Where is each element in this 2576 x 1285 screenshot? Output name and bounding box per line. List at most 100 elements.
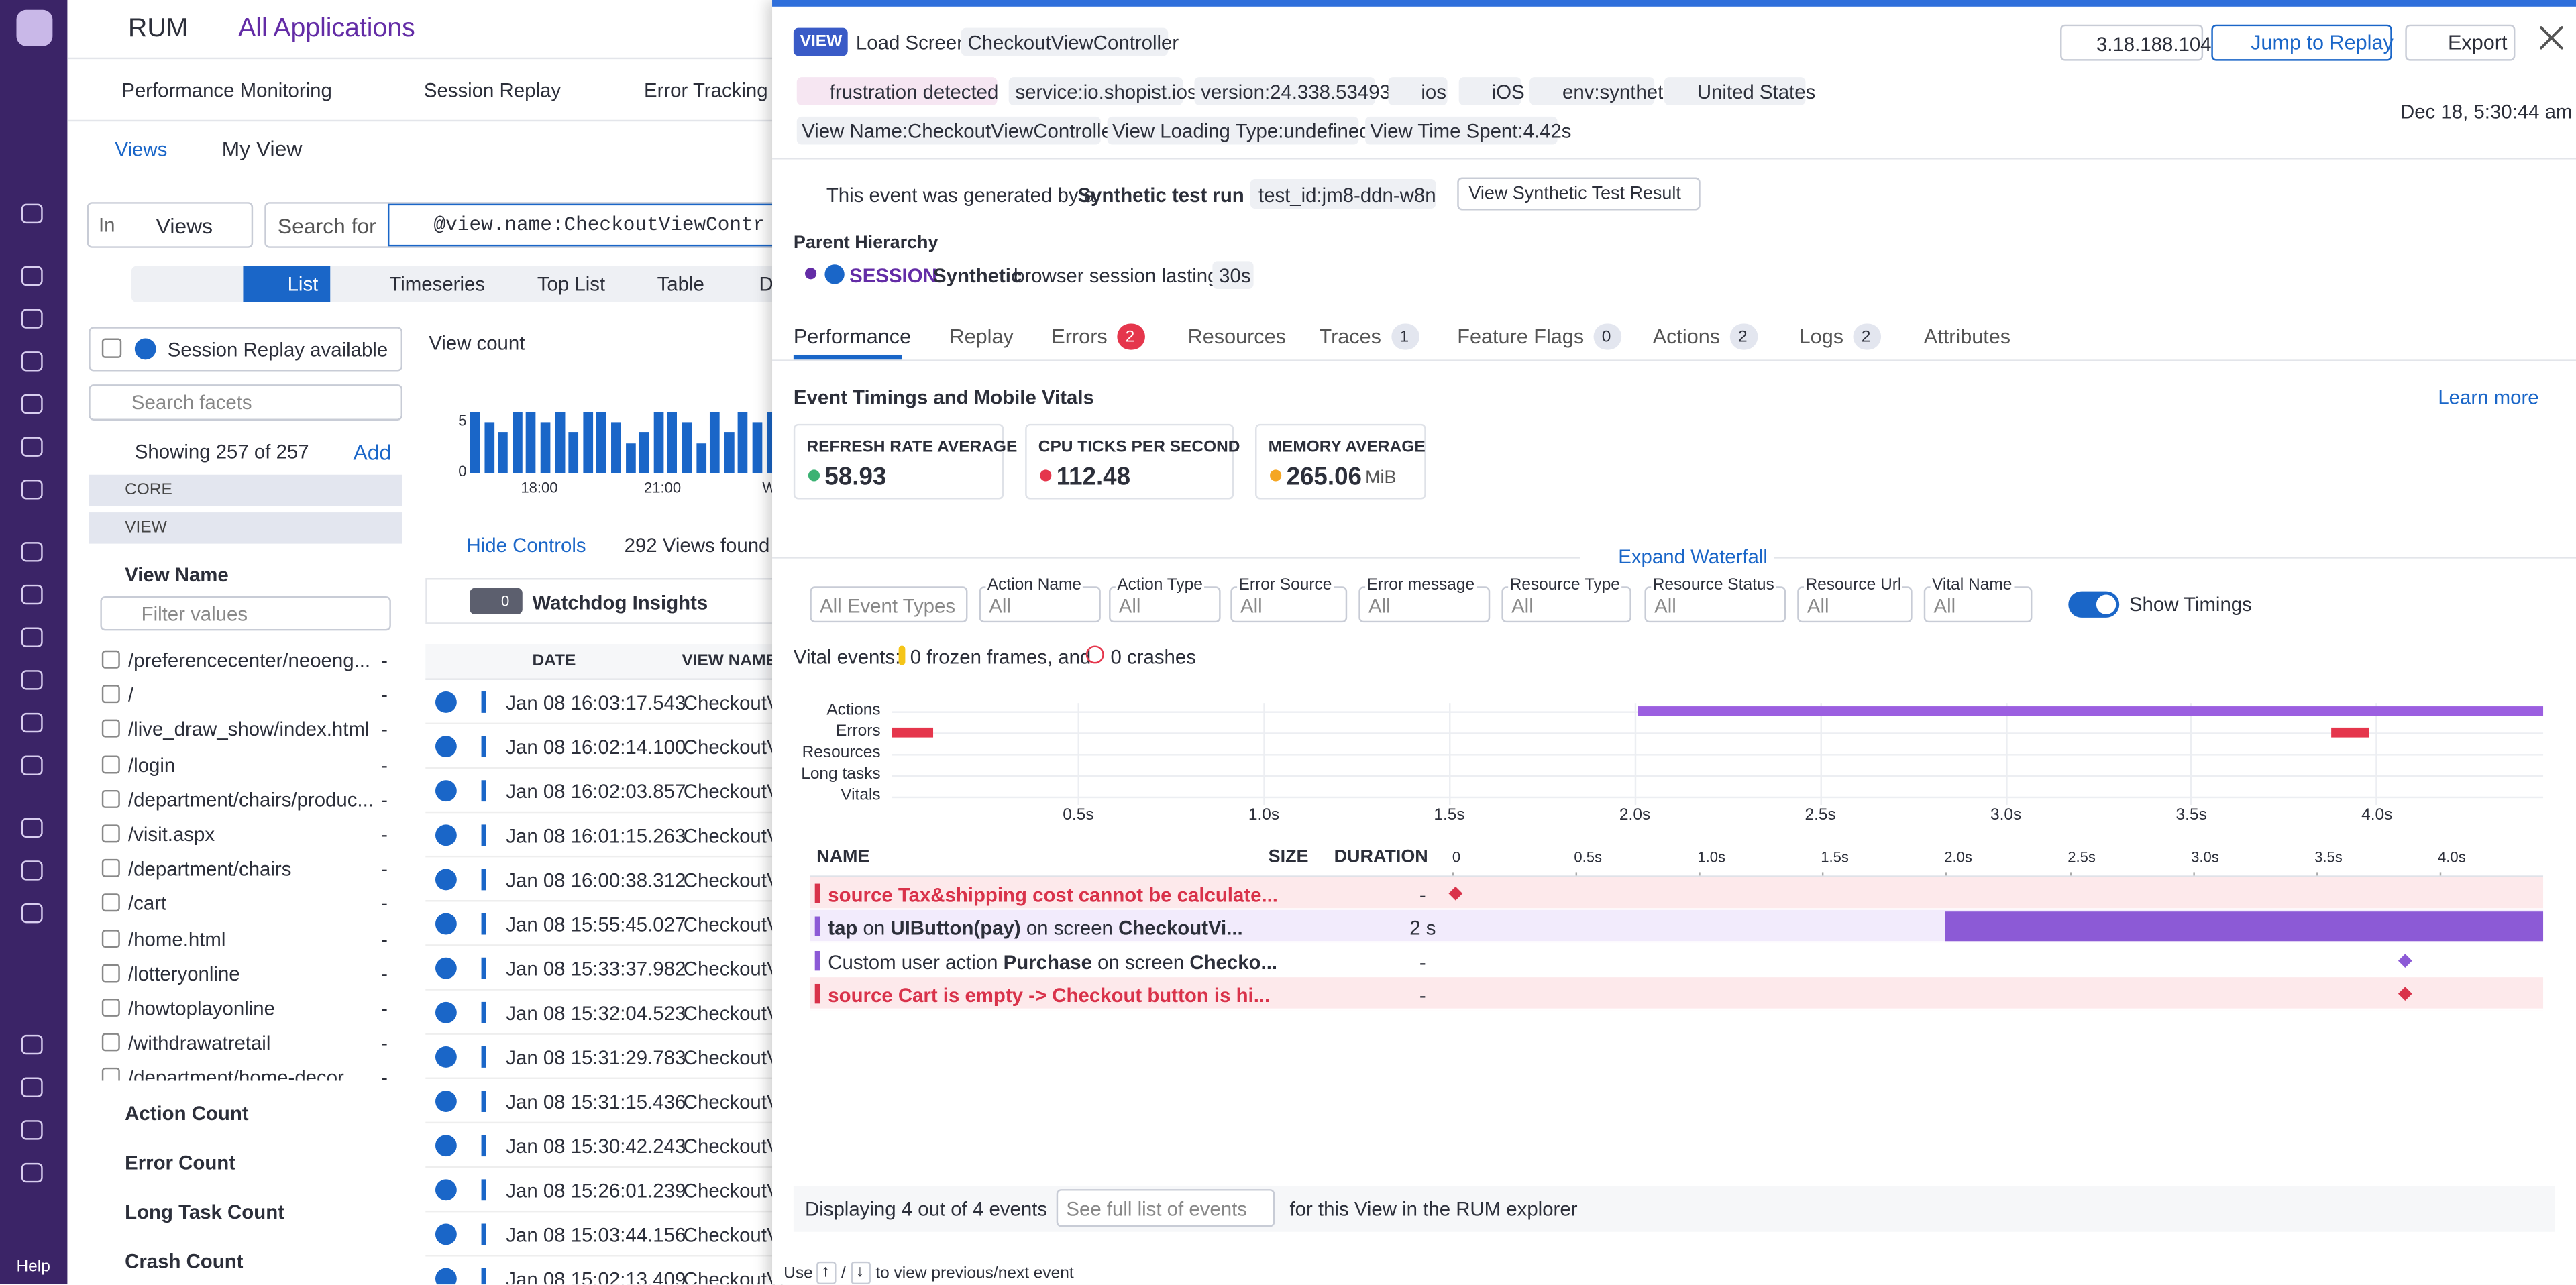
row-date[interactable]: Jan 08 15:30:42.243 [506, 1135, 686, 1158]
row-date[interactable]: Jan 08 15:02:13.409 [506, 1268, 686, 1285]
waterfall-row[interactable] [810, 944, 2544, 977]
play-icon[interactable] [435, 1046, 457, 1068]
row-date[interactable]: Jan 08 15:32:04.523 [506, 1001, 686, 1025]
nav-tab[interactable]: Performance Monitoring [121, 78, 332, 102]
nav-icon[interactable] [21, 309, 43, 329]
facet-value[interactable]: /lotteryonline [128, 962, 240, 985]
play-icon[interactable] [435, 913, 457, 935]
nav-icon[interactable] [21, 860, 43, 881]
facet-value[interactable]: /visit.aspx [128, 822, 215, 846]
ip-box[interactable] [2060, 24, 2204, 61]
row-date[interactable]: Jan 08 16:01:15.263 [506, 824, 686, 848]
facet-group[interactable]: Crash Count [125, 1249, 244, 1273]
add[interactable]: Add [353, 440, 392, 465]
checkbox[interactable] [101, 859, 120, 878]
nav-icon[interactable] [21, 1077, 43, 1097]
viz-option[interactable]: Top List [537, 272, 606, 296]
facet-value[interactable]: /cart [128, 892, 167, 916]
waterfall-row[interactable] [810, 877, 2544, 910]
panel-tab[interactable]: Errors [1051, 325, 1108, 349]
facet-value[interactable]: /live_draw_show/index.html [128, 718, 370, 742]
panel-tab[interactable]: Performance [793, 325, 912, 349]
play-icon[interactable] [435, 1223, 457, 1245]
expand-waterfall[interactable]: Expand Waterfall [1618, 545, 1768, 569]
play-icon[interactable] [435, 1179, 457, 1201]
facet-value[interactable]: /login [128, 753, 176, 777]
row-date[interactable]: Jan 08 16:02:03.857 [506, 780, 686, 803]
play-icon[interactable] [435, 1001, 457, 1023]
play-icon[interactable] [435, 957, 457, 979]
play-icon[interactable] [435, 780, 457, 802]
facet-value[interactable]: /department/chairs/produc... [128, 788, 374, 812]
facet-group[interactable]: Action Count [125, 1102, 249, 1125]
checkbox[interactable] [101, 824, 120, 843]
nav-icon[interactable] [21, 1162, 43, 1183]
filter-values[interactable] [100, 596, 391, 631]
hide-controls[interactable]: Hide Controls [466, 533, 586, 557]
nav-icon[interactable] [21, 266, 43, 286]
row-date[interactable]: Jan 08 15:03:44.156 [506, 1223, 686, 1247]
nav-icon[interactable] [21, 394, 43, 414]
facet-value[interactable]: /preferencecenter/neoeng... [128, 649, 371, 672]
checkbox[interactable] [101, 1068, 120, 1081]
viz-active[interactable] [243, 266, 331, 302]
my-view[interactable]: My View [221, 136, 303, 162]
waterfall-row[interactable] [810, 976, 2544, 1010]
row-date[interactable]: Jan 08 15:33:37.982 [506, 957, 686, 981]
facet-value[interactable]: /department/home-decor [128, 1066, 344, 1081]
jump-btn[interactable] [2211, 24, 2392, 61]
play-icon[interactable] [435, 1268, 457, 1285]
facet-value[interactable]: / [128, 683, 134, 707]
nav-icon[interactable] [21, 712, 43, 733]
checkbox[interactable] [101, 789, 120, 808]
facet-value[interactable]: /department/chairs [128, 857, 292, 881]
watchdog[interactable]: Watchdog Insights [532, 591, 708, 614]
nav-icon[interactable] [21, 480, 43, 500]
panel-tab[interactable]: Replay [949, 325, 1014, 349]
row-date[interactable]: Jan 08 15:26:01.239 [506, 1179, 686, 1203]
panel-tab[interactable]: Traces [1319, 325, 1381, 349]
viz-option[interactable]: Table [657, 272, 704, 296]
app-select[interactable]: All Applications [238, 15, 415, 43]
play-icon[interactable] [435, 1135, 457, 1157]
see-full-box[interactable] [1056, 1189, 1275, 1227]
facet-group[interactable]: Error Count [125, 1151, 236, 1175]
close[interactable] [2540, 26, 2563, 50]
nav-icon[interactable] [21, 1120, 43, 1140]
checkbox[interactable] [101, 929, 120, 948]
row-date[interactable]: Jan 08 15:31:29.783 [506, 1046, 686, 1070]
checkbox[interactable] [101, 650, 120, 669]
panel-tab[interactable]: Attributes [1923, 325, 2011, 349]
facet-group[interactable]: Long Task Count [125, 1200, 284, 1224]
nav-tab[interactable]: Error Tracking [644, 78, 768, 102]
filter-box[interactable] [810, 586, 968, 623]
facet-search[interactable] [89, 384, 403, 421]
nav-icon[interactable] [21, 203, 43, 224]
checkbox[interactable] [101, 720, 120, 738]
nav-help[interactable]: Help [16, 1258, 50, 1276]
group-bar[interactable] [89, 512, 403, 544]
nav-icon[interactable] [21, 903, 43, 924]
row-date[interactable]: Jan 08 16:02:14.100 [506, 736, 686, 759]
panel-tab[interactable]: Actions [1652, 325, 1721, 349]
facet-value[interactable]: /howtoplayonline [128, 997, 275, 1020]
panel-tab[interactable]: Resources [1187, 325, 1286, 349]
nav-icon[interactable] [21, 1034, 43, 1055]
export-btn[interactable] [2405, 24, 2516, 61]
synthetic-btn[interactable] [1457, 177, 1701, 211]
group-bar[interactable] [89, 474, 403, 506]
play-icon[interactable] [435, 1091, 457, 1112]
query[interactable]: @view.name:CheckoutViewContr [433, 213, 765, 237]
row-date[interactable]: Jan 08 16:03:17.543 [506, 691, 686, 715]
play-icon[interactable] [435, 691, 457, 713]
nav-icon[interactable] [21, 755, 43, 775]
nav-icon[interactable] [21, 627, 43, 647]
panel-tab[interactable]: Logs [1799, 325, 1844, 349]
nav-icon[interactable] [21, 584, 43, 605]
checkbox[interactable] [101, 338, 122, 358]
checkbox[interactable] [101, 964, 120, 983]
play-icon[interactable] [435, 736, 457, 757]
nav-tab[interactable]: Session Replay [423, 78, 561, 102]
nav-icon[interactable] [21, 818, 43, 838]
viz-option[interactable]: List [287, 272, 319, 296]
